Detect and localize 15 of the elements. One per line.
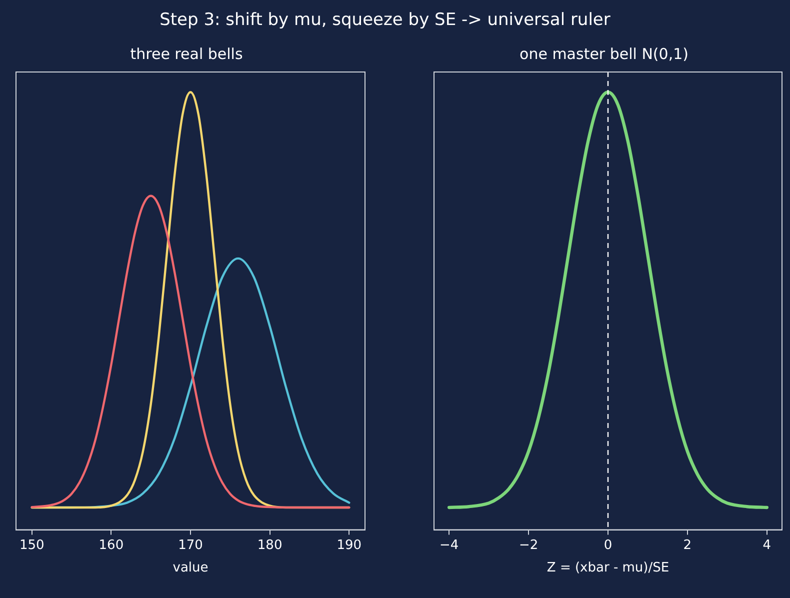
x-tick-label: 150 — [19, 538, 44, 553]
x-tick-label: 160 — [98, 538, 124, 553]
chart-subtitle: three real bells — [130, 44, 243, 63]
x-tick-label: 4 — [762, 538, 772, 553]
chart-title: Step 3: shift by mu, squeeze by SE -> universal ruler — [158, 10, 612, 30]
x-tick-label: 0 — [604, 538, 612, 553]
x-tick-label: 180 — [257, 538, 282, 553]
x-tick-label: 2 — [683, 538, 692, 553]
x-tick-label: −4 — [440, 538, 459, 553]
chart-title: one master bell N(0,1) — [520, 44, 688, 63]
x-axis-title: value — [172, 560, 208, 576]
x-tick-label: 190 — [336, 538, 362, 553]
x-axis-title: Z = (xbar - mu)/SE — [546, 560, 670, 576]
x-tick-label: 170 — [178, 538, 203, 553]
x-tick-label: −2 — [518, 538, 538, 553]
